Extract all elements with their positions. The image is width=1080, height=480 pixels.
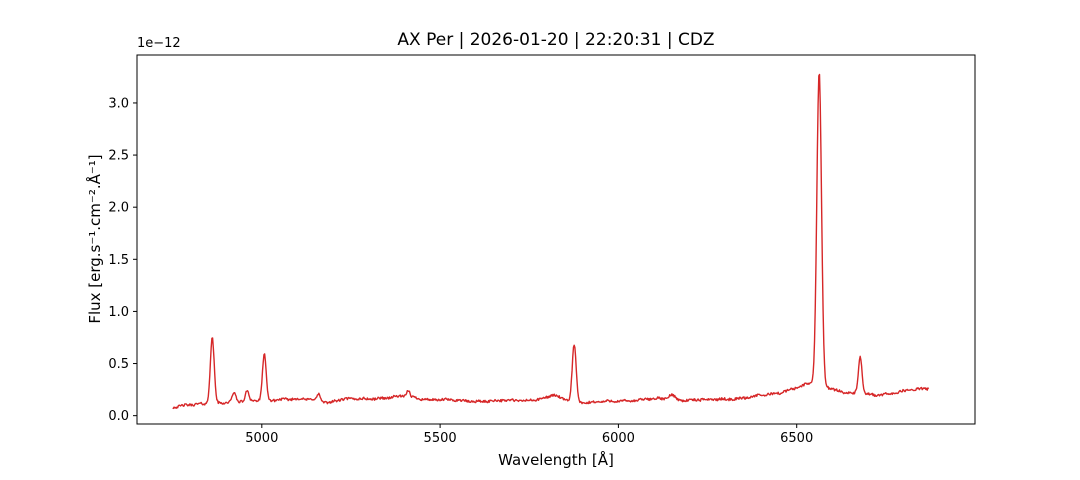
x-tick-label: 5000 bbox=[245, 431, 278, 446]
y-axis-offset-label: 1e−12 bbox=[137, 36, 181, 51]
x-axis-label: Wavelength [Å] bbox=[498, 451, 614, 469]
chart-title: AX Per | 2026-01-20 | 22:20:31 | CDZ bbox=[397, 30, 715, 50]
x-tick-label: 6500 bbox=[780, 431, 813, 446]
y-tick-label: 1.0 bbox=[108, 305, 129, 320]
y-tick-label: 1.5 bbox=[108, 253, 129, 268]
y-tick-label: 2.0 bbox=[108, 201, 129, 216]
y-tick-label: 0.5 bbox=[108, 357, 129, 372]
y-tick-label: 3.0 bbox=[108, 96, 129, 111]
y-tick-label: 0.0 bbox=[108, 409, 129, 424]
x-tick-label: 6000 bbox=[602, 431, 635, 446]
x-tick-label: 5500 bbox=[424, 431, 457, 446]
spectrum-line bbox=[172, 73, 930, 410]
y-tick-label: 2.5 bbox=[108, 149, 129, 164]
axes-frame bbox=[136, 54, 976, 425]
